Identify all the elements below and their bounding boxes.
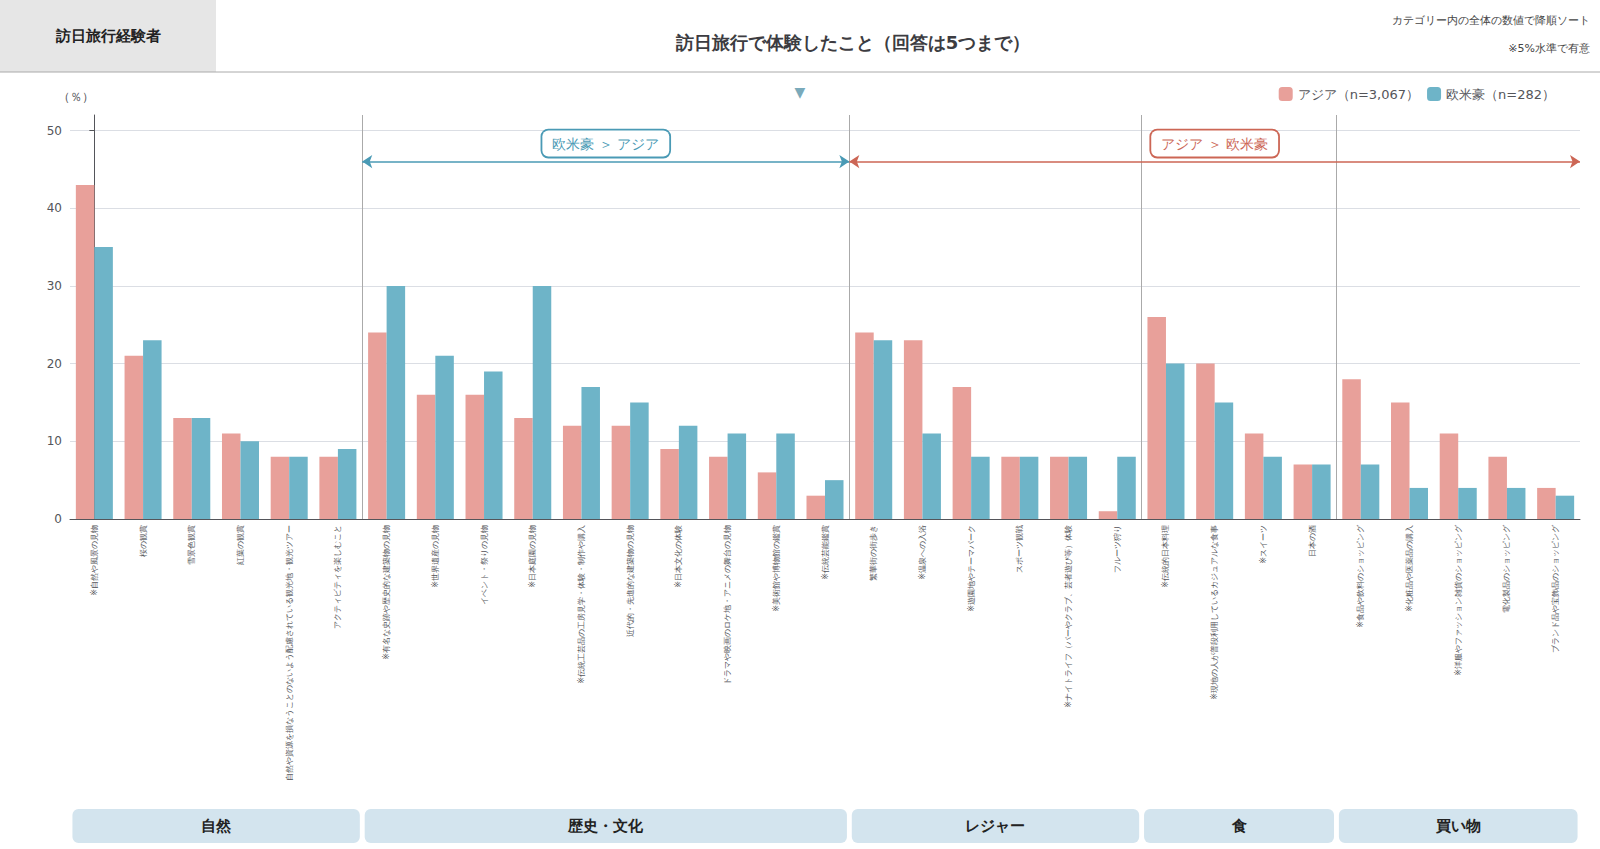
svg-text:※日本文化の体験: ※日本文化の体験	[674, 525, 683, 588]
svg-text:繁華街の街歩き: 繁華街の街歩き	[869, 525, 878, 581]
svg-text:買い物: 買い物	[1435, 817, 1481, 835]
svg-text:スポーツ観戦: スポーツ観戦	[1015, 525, 1024, 573]
svg-text:※洋服やファッション雑貨のショッピング: ※洋服やファッション雑貨のショッピング	[1454, 524, 1463, 676]
svg-text:※日本庭園の見物: ※日本庭園の見物	[528, 525, 537, 588]
svg-text:0: 0	[54, 512, 62, 526]
svg-text:20: 20	[47, 357, 62, 371]
svg-text:自然: 自然	[201, 817, 232, 835]
svg-text:紅葉の観賞: 紅葉の観賞	[236, 525, 245, 565]
svg-text:※世界遺産の見物: ※世界遺産の見物	[431, 525, 440, 588]
svg-text:（％）: （％）	[58, 90, 94, 104]
svg-text:レジャー: レジャー	[965, 817, 1025, 835]
svg-text:近代的・先進的な建築物の見物: 近代的・先進的な建築物の見物	[626, 525, 635, 637]
svg-text:イベント・祭りの見物: イベント・祭りの見物	[480, 525, 489, 605]
svg-text:欧米豪（n=282）: 欧米豪（n=282）	[1446, 87, 1555, 102]
svg-text:※自然や風景の見物: ※自然や風景の見物	[90, 525, 99, 596]
svg-text:50: 50	[47, 124, 62, 138]
svg-text:電化製品のショッピング: 電化製品のショッピング	[1502, 524, 1511, 613]
svg-text:カテゴリー内の全体の数値で降順ソート: カテゴリー内の全体の数値で降順ソート	[1392, 14, 1590, 27]
svg-text:※ナイトライフ（バーやクラブ、芸者遊び等）体験: ※ナイトライフ（バーやクラブ、芸者遊び等）体験	[1064, 525, 1073, 708]
svg-text:※美術館や博物館の鑑賞: ※美術館や博物館の鑑賞	[772, 525, 781, 612]
svg-text:※化粧品や医薬品の購入: ※化粧品や医薬品の購入	[1405, 525, 1414, 612]
svg-text:※現地の人が普段利用しているカジュアルな食事: ※現地の人が普段利用しているカジュアルな食事	[1210, 525, 1219, 700]
svg-text:※伝統芸能鑑賞: ※伝統芸能鑑賞	[821, 525, 830, 580]
svg-text:※有名な史跡や歴史的な建築物の見物: ※有名な史跡や歴史的な建築物の見物	[382, 525, 391, 660]
svg-text:自然や資源を損なうことのないよう配慮されている観光地・観光ツ: 自然や資源を損なうことのないよう配慮されている観光地・観光ツアー	[285, 525, 294, 781]
svg-text:ドラマや映画のロケ地・アニメの舞台の見物: ドラマや映画のロケ地・アニメの舞台の見物	[723, 525, 732, 685]
svg-text:※伝統的日本料理: ※伝統的日本料理	[1161, 525, 1170, 588]
svg-text:歴史・文化: 歴史・文化	[567, 817, 644, 835]
svg-text:10: 10	[47, 434, 62, 448]
svg-text:桜の観賞: 桜の観賞	[139, 525, 148, 557]
svg-text:アジア ＞ 欧米豪: アジア ＞ 欧米豪	[1161, 136, 1268, 152]
svg-text:※5%水準で有意: ※5%水準で有意	[1508, 42, 1590, 55]
svg-text:※食品や飲料のショッピング: ※食品や飲料のショッピング	[1356, 524, 1365, 628]
svg-text:30: 30	[47, 279, 62, 293]
svg-text:▼: ▼	[795, 84, 806, 100]
svg-text:※伝統工芸品の工房見学・体験・制作や購入: ※伝統工芸品の工房見学・体験・制作や購入	[577, 525, 586, 684]
svg-text:アクティビティを楽しむこと: アクティビティを楽しむこと	[333, 525, 342, 629]
svg-text:アジア（n=3,067）: アジア（n=3,067）	[1298, 87, 1419, 102]
svg-text:食: 食	[1231, 817, 1247, 835]
svg-text:※温泉への入浴: ※温泉への入浴	[918, 525, 927, 580]
svg-text:※スイーツ: ※スイーツ	[1259, 525, 1268, 564]
svg-text:欧米豪 ＞ アジア: 欧米豪 ＞ アジア	[552, 136, 659, 152]
svg-text:雪景色観賞: 雪景色観賞	[187, 525, 196, 565]
svg-text:日本の酒: 日本の酒	[1308, 525, 1317, 557]
svg-text:フルーツ狩り: フルーツ狩り	[1113, 525, 1122, 573]
svg-text:訪日旅行経験者: 訪日旅行経験者	[55, 27, 161, 45]
svg-text:40: 40	[47, 201, 62, 215]
svg-text:ブランド品や宝飾品のショッピング: ブランド品や宝飾品のショッピング	[1551, 524, 1560, 653]
svg-text:訪日旅行で体験したこと（回答は5つまで）: 訪日旅行で体験したこと（回答は5つまで）	[675, 32, 1031, 53]
svg-text:※遊園地やテーマパーク: ※遊園地やテーマパーク	[967, 525, 976, 612]
